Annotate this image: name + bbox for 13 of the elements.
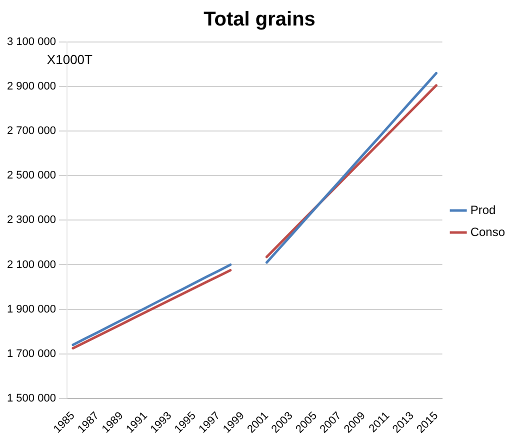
y-tick-label: 2 700 000 (7, 125, 56, 138)
y-tick-label: 1 700 000 (7, 348, 56, 360)
y-tick-label: 2 500 000 (7, 170, 56, 182)
y-tick-label: 1 500 000 (7, 392, 56, 404)
legend-label: Prod (470, 202, 496, 217)
y-tick-label: 1 900 000 (7, 303, 56, 316)
y-tick-label: 2 900 000 (7, 80, 56, 93)
chart-title: Total grains (204, 8, 316, 31)
y-tick-label: 3 100 000 (7, 36, 56, 48)
y-tick-label: 2 300 000 (7, 214, 56, 226)
y-axis-title: X1000T (46, 52, 93, 68)
legend-label: Conso (470, 224, 506, 239)
y-tick-label: 2 100 000 (7, 258, 56, 271)
